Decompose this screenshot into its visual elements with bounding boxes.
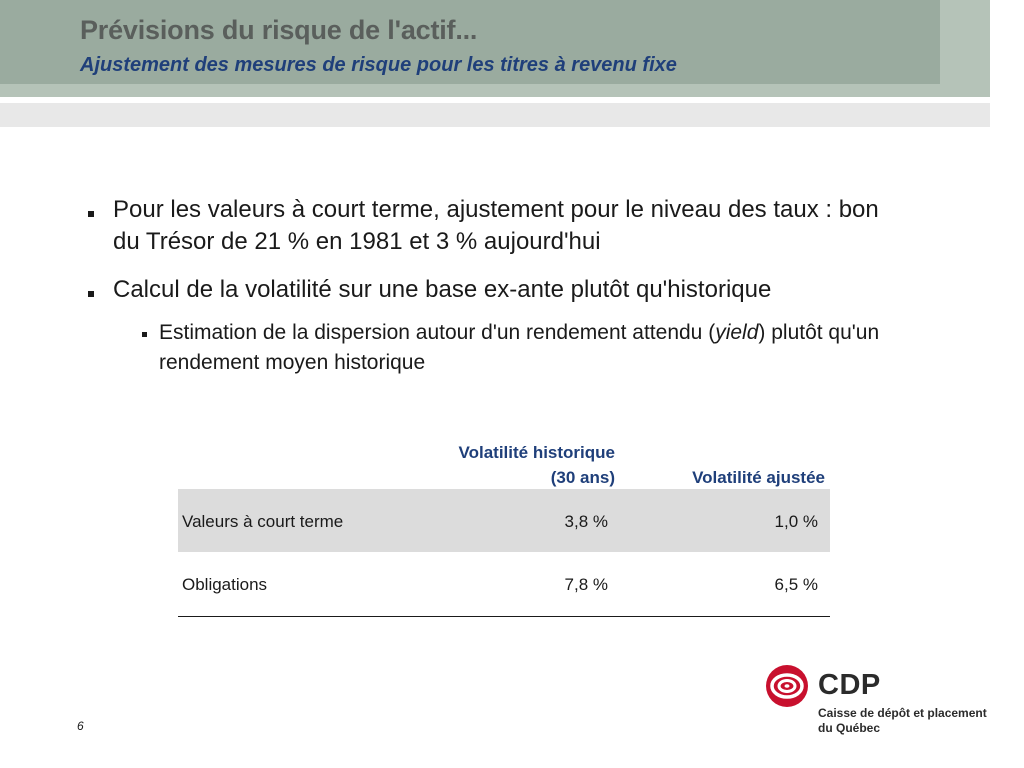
logo-name: CDP xyxy=(818,669,881,701)
sub-bullet-text-part1: Estimation de la dispersion autour d'un … xyxy=(159,321,716,344)
sub-bullet-text-part2: ) plutôt qu'un rendement moyen historiqu… xyxy=(159,321,880,374)
cdp-logo-mark-icon xyxy=(766,665,808,707)
bullet-text-1: Pour les valeurs à court terme, ajusteme… xyxy=(113,196,879,255)
row-historical-value: 3,8 % xyxy=(564,512,608,531)
sub-bullet-text-italic: yield xyxy=(715,321,759,344)
bullet-square-icon xyxy=(88,211,94,217)
logo-tagline-1: Caisse de dépôt et placement xyxy=(818,706,987,720)
header-band xyxy=(0,0,940,84)
header-divider xyxy=(0,97,990,103)
column-header-historical: Volatilité historique (30 ans) xyxy=(380,440,615,490)
table-row: Valeurs à court terme 3,8 % 1,0 % xyxy=(178,489,830,552)
table-row: Obligations 7,8 % 6,5 % xyxy=(178,552,830,617)
header-accent xyxy=(940,0,990,97)
column-header-historical-line1: Volatilité historique xyxy=(458,443,615,462)
logo-tagline-2: du Québec xyxy=(818,721,881,735)
slide-subtitle: Ajustement des mesures de risque pour le… xyxy=(80,54,677,76)
header-strip xyxy=(0,84,940,97)
bullet-square-icon xyxy=(88,291,94,297)
row-adjusted-value: 1,0 % xyxy=(774,512,818,531)
slide-title: Prévisions du risque de l'actif... xyxy=(80,15,478,45)
column-header-historical-line2: (30 ans) xyxy=(550,468,615,487)
row-label: Obligations xyxy=(182,575,268,594)
header-grey-band xyxy=(0,103,990,127)
row-label: Valeurs à court terme xyxy=(182,512,344,531)
sub-bullet-square-icon xyxy=(142,332,147,337)
cdp-logo: CDP Caisse de dépôt et placement du Québ… xyxy=(764,662,994,742)
column-header-adjusted: Volatilité ajustée xyxy=(692,468,825,487)
bullet-text-2: Calcul de la volatilité sur une base ex-… xyxy=(113,276,772,303)
row-historical-value: 7,8 % xyxy=(564,575,608,594)
row-adjusted-value: 6,5 % xyxy=(774,575,818,594)
sub-bullet-text: Estimation de la dispersion autour d'un … xyxy=(159,318,919,378)
page-number: 6 xyxy=(77,719,84,733)
